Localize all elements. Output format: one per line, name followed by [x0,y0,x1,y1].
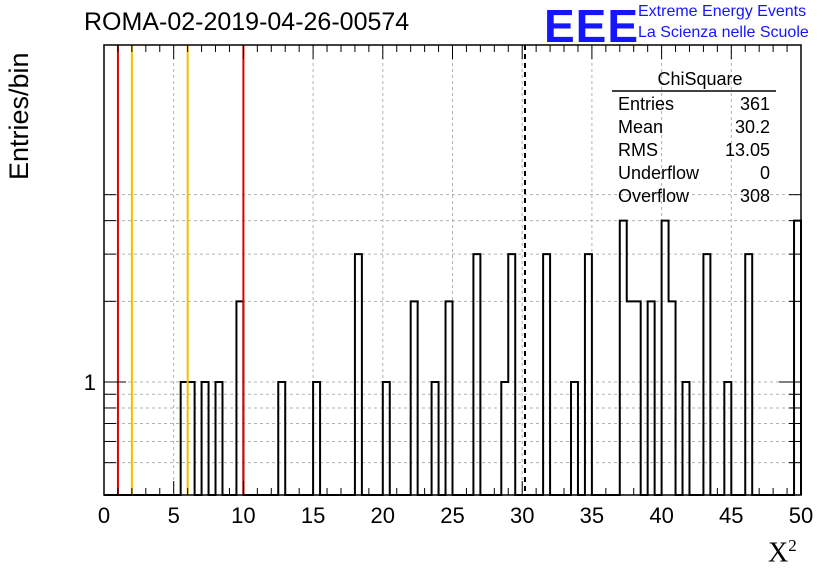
histogram-bin [501,382,508,495]
stats-box-value: 30.2 [735,117,770,137]
stats-box-value: 361 [740,94,770,114]
histogram-bin [683,382,690,495]
x-tick-label: 30 [510,503,534,528]
histogram-bin [543,254,550,495]
x-tick-label: 40 [649,503,673,528]
histogram-bin [355,254,362,495]
histogram-bin [627,301,634,495]
histogram-bin [411,301,418,495]
histogram-bin [202,382,209,495]
histogram-bin [794,221,801,495]
stats-box-label: Entries [618,94,674,114]
x-tick-label: 5 [168,503,180,528]
histogram-bin [446,301,453,495]
y-tick-label: 1 [84,370,96,395]
stats-box-label: Mean [618,117,663,137]
histogram-bin [432,382,439,495]
stats-box-value: 308 [740,186,770,206]
x-tick-label: 20 [371,503,395,528]
stats-box-label: Underflow [618,163,700,183]
histogram-bin [745,254,752,495]
x-axis-label: X2 [768,536,797,569]
histogram-bin [508,254,515,495]
stats-box-title: ChiSquare [657,69,742,89]
eee-tagline-2: La Scienza nelle Scuole [638,24,809,41]
histogram-bin [620,221,627,495]
x-tick-label: 45 [719,503,743,528]
histogram-bin [188,382,195,495]
x-axis-label-sup: 2 [788,536,797,555]
run-title: ROMA-02-2019-04-26-00574 [84,8,410,36]
histogram-bin [313,382,320,495]
x-tick-label: 15 [301,503,325,528]
histogram-bin [648,301,655,495]
y-axis-label: Entries/bin [4,52,34,180]
eee-tagline-1: Extreme Energy Events [638,3,807,20]
stats-box-value: 13.05 [725,140,770,160]
histogram-bin [585,254,592,495]
histogram-bin [473,254,480,495]
x-tick-label: 50 [789,503,813,528]
histogram-bin [634,301,641,495]
histogram-bin [724,382,731,495]
histogram-bin [662,221,669,495]
histogram-bin [278,382,285,495]
histogram-bin [216,382,223,495]
histogram-bin [669,301,676,495]
stats-box-label: Overflow [618,186,690,206]
eee-logo: EEE [544,0,640,52]
x-tick-label: 35 [580,503,604,528]
x-axis-label-base: X [768,537,789,569]
histogram-bin [236,301,243,495]
histogram-bin [383,382,390,495]
x-tick-label: 10 [231,503,255,528]
stats-box-value: 0 [760,163,770,183]
stats-box-label: RMS [618,140,658,160]
x-tick-label: 0 [98,503,110,528]
x-tick-label: 25 [440,503,464,528]
histogram-bin [181,382,188,495]
histogram-bin [703,254,710,495]
histogram-bin [571,382,578,495]
